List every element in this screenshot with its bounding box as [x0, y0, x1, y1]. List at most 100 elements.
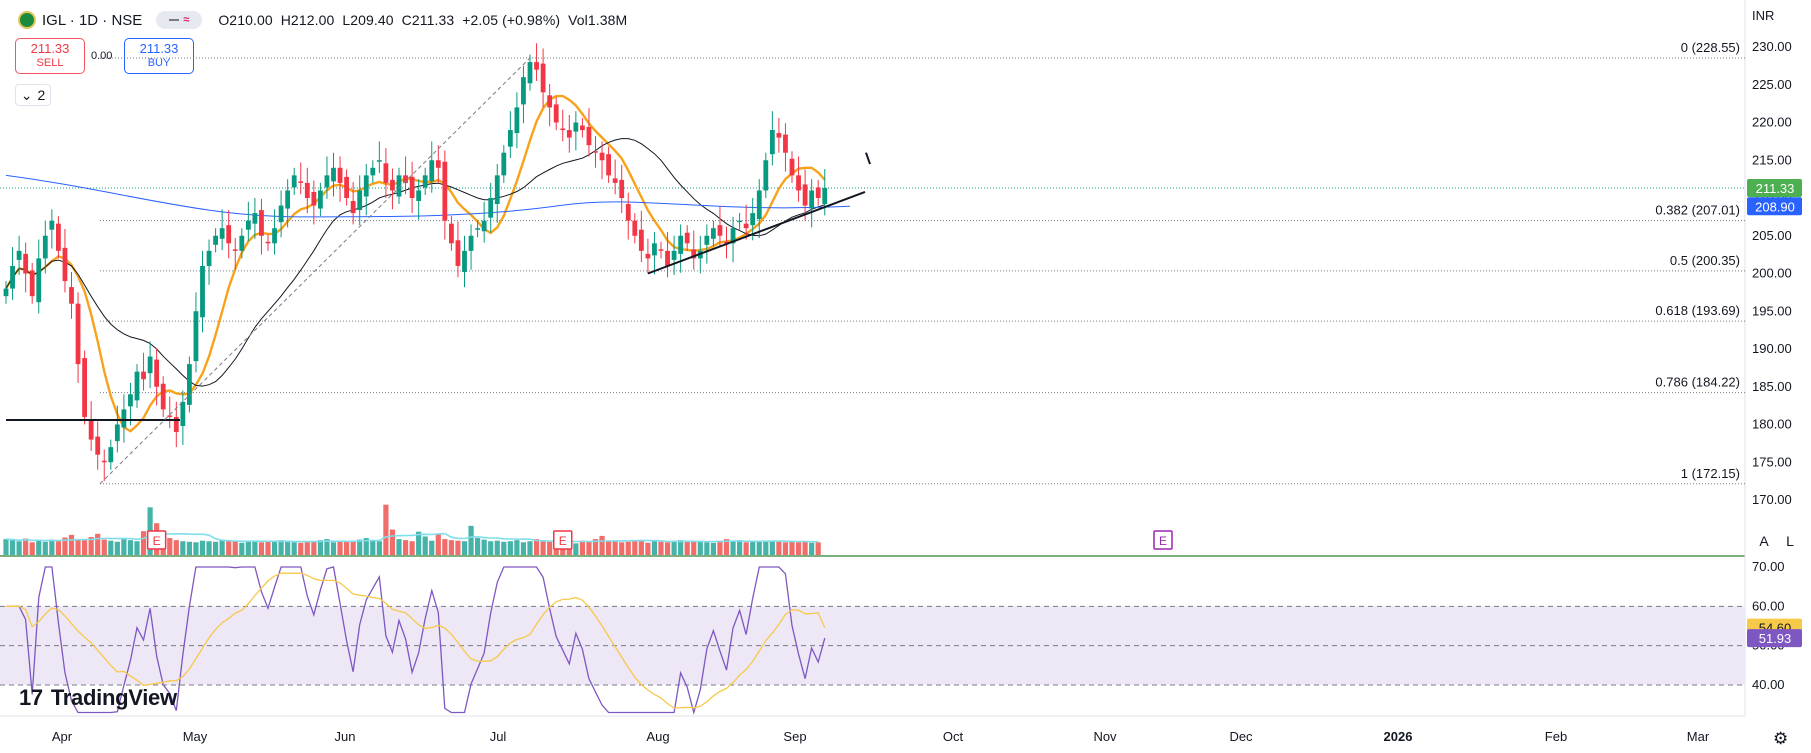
- candle-body: [265, 241, 271, 244]
- earnings-marker-icon: E: [146, 530, 167, 550]
- indicators-toggle[interactable]: ⌄ 2: [15, 84, 51, 106]
- price-tick-label: 175.00: [1752, 454, 1792, 469]
- candle: [291, 167, 297, 195]
- candle: [3, 281, 9, 304]
- candlestick-series: [3, 43, 828, 482]
- candle-body: [599, 152, 605, 161]
- candle-body: [625, 204, 631, 221]
- volume-bar: [62, 537, 68, 555]
- price-axis: 230.00225.00220.00215.00210.00205.00200.…: [1747, 39, 1802, 507]
- change-value: +2.05 (+0.98%): [462, 12, 561, 28]
- candle-body: [95, 436, 101, 455]
- candle-body: [684, 232, 690, 244]
- candle: [36, 239, 42, 314]
- rsi-value-badge: 51.93: [1747, 629, 1802, 648]
- candle-body: [141, 371, 146, 380]
- candle: [42, 220, 48, 274]
- fib-level-label: 0.382 (207.01): [1655, 203, 1740, 218]
- candle: [383, 148, 389, 198]
- candle-body: [121, 409, 127, 428]
- candle: [101, 449, 107, 482]
- gear-icon[interactable]: ⚙: [1773, 729, 1789, 748]
- log-scale-button[interactable]: L: [1786, 533, 1794, 549]
- low-value: L209.40: [342, 12, 394, 28]
- time-tick-label: Apr: [52, 729, 73, 744]
- volume-bar: [717, 540, 723, 555]
- volume-bar: [55, 541, 61, 555]
- rsi-tick-label: 40.00: [1752, 677, 1785, 692]
- volume-bar: [494, 540, 500, 555]
- currency-selector[interactable]: INR: [1752, 8, 1775, 23]
- volume-bar: [357, 539, 363, 555]
- symbol-logo-icon: [18, 11, 36, 29]
- candle: [409, 161, 415, 214]
- candle-body: [396, 175, 402, 197]
- candle-body: [612, 178, 618, 183]
- volume-bar: [468, 525, 474, 555]
- volume-bar: [429, 540, 435, 555]
- candle: [82, 350, 87, 425]
- candle: [593, 136, 598, 168]
- volume-bar: [776, 541, 782, 555]
- volume-bar: [3, 539, 9, 555]
- candle: [206, 239, 212, 285]
- volume-bar: [763, 540, 769, 555]
- earnings-marker-letter: E: [1159, 534, 1167, 548]
- market-status-toggle[interactable]: ≈: [156, 11, 203, 29]
- candle: [213, 228, 218, 253]
- candle-body: [658, 249, 664, 251]
- candle-body: [763, 160, 769, 191]
- candle-body: [331, 167, 336, 182]
- candle: [318, 182, 323, 217]
- volume-bar: [330, 542, 337, 555]
- candle: [547, 83, 553, 127]
- sell-label: SELL: [36, 57, 64, 69]
- time-tick-label: Aug: [646, 729, 669, 744]
- time-tick-label: Sep: [783, 729, 806, 744]
- candle: [435, 145, 441, 183]
- candle-body: [29, 270, 35, 297]
- candle: [357, 175, 363, 226]
- candle-body: [822, 187, 828, 205]
- buy-button[interactable]: 211.33 BUY: [124, 38, 194, 74]
- candle: [462, 235, 467, 288]
- volume-bar: [586, 541, 592, 555]
- volume-bar: [533, 539, 540, 555]
- symbol-title[interactable]: IGL · 1D · NSE: [42, 11, 143, 29]
- volume-bar: [29, 542, 35, 555]
- time-tick-label: Nov: [1093, 729, 1117, 744]
- volume-bar: [723, 539, 730, 555]
- sell-button[interactable]: 211.33 SELL: [15, 38, 85, 74]
- candle-body: [527, 62, 533, 84]
- earnings-marker-letter: E: [559, 534, 567, 548]
- candle: [114, 405, 120, 453]
- volume-bar: [324, 539, 330, 555]
- candle: [147, 341, 153, 389]
- volume-bar: [363, 538, 369, 555]
- candle-body: [534, 62, 539, 70]
- candle-body: [514, 107, 520, 134]
- candle-body: [363, 175, 369, 197]
- candle-body: [324, 175, 330, 188]
- volume-bar: [101, 539, 107, 555]
- candle: [527, 54, 533, 91]
- candle: [743, 204, 749, 240]
- candle: [599, 141, 605, 180]
- candle-body: [494, 175, 500, 205]
- price-tick-label: 225.00: [1752, 77, 1792, 92]
- earnings-marker-letter: E: [153, 534, 161, 548]
- volume-bar: [337, 541, 343, 555]
- candle: [311, 180, 317, 225]
- candle-body: [802, 184, 808, 206]
- candle: [219, 209, 225, 251]
- candle: [638, 210, 644, 263]
- auto-scale-button[interactable]: A: [1759, 533, 1769, 549]
- volume-bar: [265, 541, 271, 555]
- candle-body: [180, 401, 186, 427]
- candle-body: [521, 77, 526, 105]
- candle: [514, 92, 520, 149]
- candle: [376, 141, 382, 174]
- candle-body: [789, 158, 795, 176]
- candle: [763, 152, 769, 198]
